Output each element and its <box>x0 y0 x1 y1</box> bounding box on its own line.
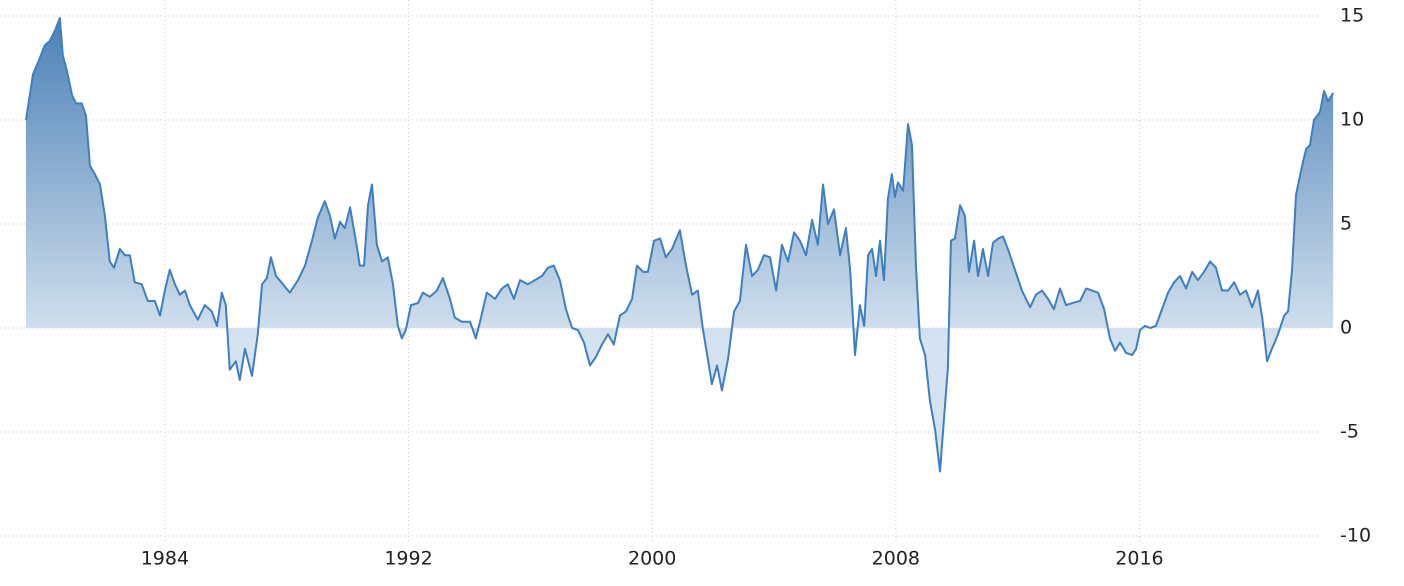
x-tick-label: 2000 <box>628 548 676 570</box>
y-tick-label: -5 <box>1340 421 1359 443</box>
area <box>26 18 1334 472</box>
y-tick-label: -10 <box>1340 525 1371 547</box>
y-tick-label: 10 <box>1340 109 1364 131</box>
y-tick-label: 5 <box>1340 213 1352 235</box>
x-tick-label: 1992 <box>384 548 432 570</box>
line <box>25 17 1335 473</box>
y-tick-label: 0 <box>1340 317 1352 339</box>
x-tick-label: 1984 <box>141 548 189 570</box>
x-tick-label: 2016 <box>1115 548 1163 570</box>
x-tick-label: 2008 <box>872 548 920 570</box>
y-tick-label: 15 <box>1340 5 1364 27</box>
